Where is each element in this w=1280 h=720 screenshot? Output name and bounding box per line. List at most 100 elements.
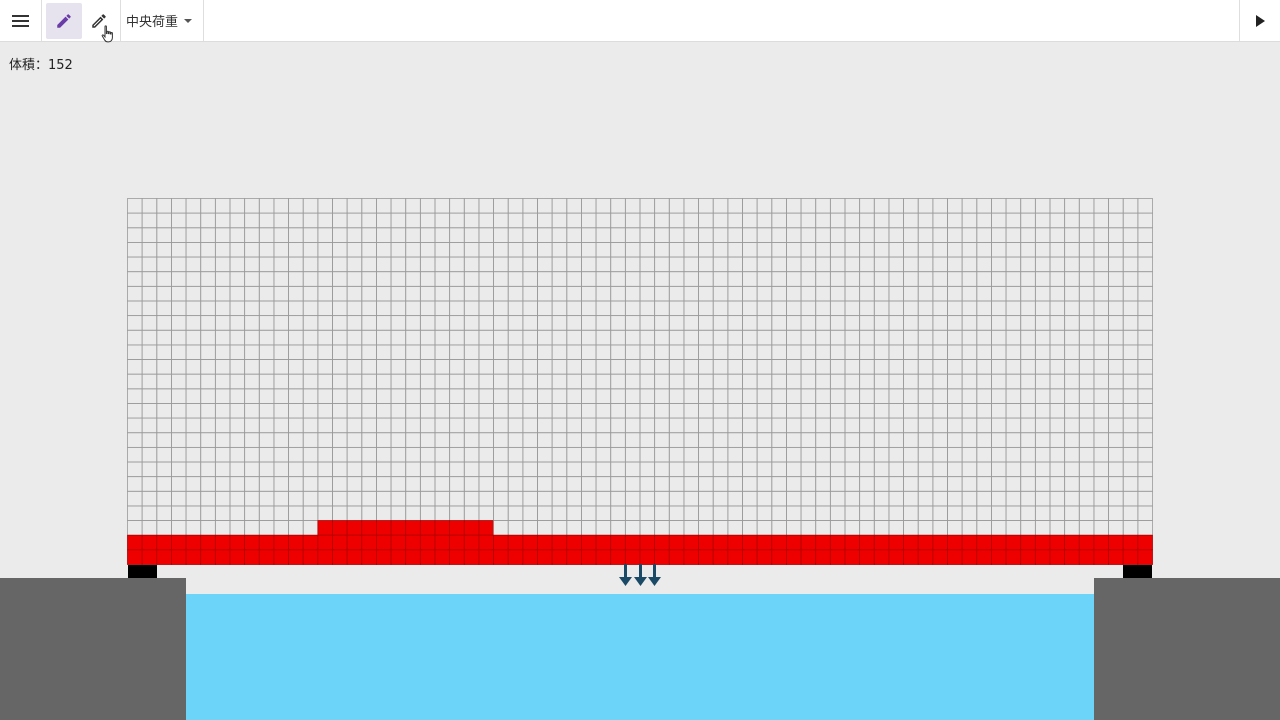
grid-cell[interactable]	[127, 373, 143, 390]
grid-cell[interactable]	[551, 198, 568, 214]
grid-cell[interactable]	[917, 329, 934, 346]
grid-cell[interactable]	[698, 461, 714, 478]
grid-cell[interactable]	[903, 329, 919, 346]
filled-cell[interactable]	[273, 549, 289, 565]
grid-cell[interactable]	[478, 388, 494, 404]
grid-cell[interactable]	[171, 388, 187, 404]
grid-cell[interactable]	[595, 212, 612, 229]
grid-cell[interactable]	[522, 329, 538, 346]
grid-cell[interactable]	[258, 285, 275, 302]
filled-cell[interactable]	[214, 549, 231, 565]
grid-cell[interactable]	[566, 505, 582, 521]
grid-cell[interactable]	[844, 227, 861, 243]
grid-cell[interactable]	[566, 285, 582, 302]
grid-cell[interactable]	[288, 490, 304, 507]
grid-cell[interactable]	[361, 446, 377, 463]
grid-cell[interactable]	[346, 256, 363, 273]
grid-cell[interactable]	[200, 242, 216, 258]
filled-cell[interactable]	[1137, 549, 1153, 565]
grid-cell[interactable]	[537, 476, 553, 492]
grid-cell[interactable]	[566, 242, 582, 258]
grid-cell[interactable]	[961, 505, 978, 521]
grid-cell[interactable]	[873, 242, 890, 258]
grid-cell[interactable]	[273, 388, 289, 404]
grid-cell[interactable]	[463, 227, 480, 243]
grid-cell[interactable]	[742, 227, 758, 243]
grid-cell[interactable]	[903, 198, 919, 214]
grid-cell[interactable]	[141, 329, 158, 346]
filled-cell[interactable]	[317, 520, 333, 536]
grid-cell[interactable]	[581, 359, 597, 375]
grid-cell[interactable]	[844, 417, 861, 434]
grid-cell[interactable]	[1064, 271, 1080, 287]
grid-cell[interactable]	[917, 285, 934, 302]
grid-cell[interactable]	[185, 417, 202, 434]
grid-cell[interactable]	[639, 388, 656, 404]
grid-cell[interactable]	[156, 403, 172, 419]
grid-cell[interactable]	[1064, 417, 1080, 434]
grid-cell[interactable]	[244, 417, 260, 434]
grid-cell[interactable]	[273, 403, 289, 419]
grid-cell[interactable]	[1108, 417, 1124, 434]
grid-cell[interactable]	[258, 300, 275, 317]
grid-cell[interactable]	[1078, 198, 1095, 214]
grid-cell[interactable]	[171, 359, 187, 375]
grid-cell[interactable]	[829, 432, 846, 448]
grid-cell[interactable]	[185, 505, 202, 521]
grid-cell[interactable]	[317, 432, 333, 448]
grid-cell[interactable]	[1078, 359, 1095, 375]
grid-cell[interactable]	[976, 315, 992, 331]
grid-cell[interactable]	[668, 490, 685, 507]
grid-cell[interactable]	[551, 256, 568, 273]
grid-cell[interactable]	[829, 461, 846, 478]
grid-cell[interactable]	[844, 359, 861, 375]
grid-cell[interactable]	[419, 227, 436, 243]
filled-cell[interactable]	[449, 534, 465, 551]
grid-cell[interactable]	[932, 403, 948, 419]
grid-cell[interactable]	[1049, 403, 1066, 419]
grid-cell[interactable]	[991, 373, 1007, 390]
grid-cell[interactable]	[961, 329, 978, 346]
grid-cell[interactable]	[961, 212, 978, 229]
grid-cell[interactable]	[551, 461, 568, 478]
grid-cell[interactable]	[888, 432, 904, 448]
grid-cell[interactable]	[668, 432, 685, 448]
grid-cell[interactable]	[756, 388, 773, 404]
grid-cell[interactable]	[537, 432, 553, 448]
filled-cell[interactable]	[390, 520, 407, 536]
grid-cell[interactable]	[332, 432, 348, 448]
grid-cell[interactable]	[1020, 242, 1036, 258]
grid-cell[interactable]	[639, 227, 656, 243]
grid-cell[interactable]	[317, 198, 333, 214]
grid-cell[interactable]	[346, 490, 363, 507]
grid-cell[interactable]	[698, 227, 714, 243]
grid-cell[interactable]	[698, 417, 714, 434]
grid-cell[interactable]	[1122, 461, 1139, 478]
grid-cell[interactable]	[566, 461, 582, 478]
grid-cell[interactable]	[961, 417, 978, 434]
grid-cell[interactable]	[551, 329, 568, 346]
grid-cell[interactable]	[610, 198, 626, 214]
grid-cell[interactable]	[639, 373, 656, 390]
grid-cell[interactable]	[405, 505, 421, 521]
grid-cell[interactable]	[668, 461, 685, 478]
filled-cell[interactable]	[859, 534, 875, 551]
grid-cell[interactable]	[932, 432, 948, 448]
filled-cell[interactable]	[478, 534, 494, 551]
grid-cell[interactable]	[332, 344, 348, 360]
grid-cell[interactable]	[361, 490, 377, 507]
grid-cell[interactable]	[932, 285, 948, 302]
grid-cell[interactable]	[493, 520, 509, 536]
filled-cell[interactable]	[200, 549, 216, 565]
grid-cell[interactable]	[258, 461, 275, 478]
grid-cell[interactable]	[756, 344, 773, 360]
grid-cell[interactable]	[288, 520, 304, 536]
grid-cell[interactable]	[668, 315, 685, 331]
grid-cell[interactable]	[829, 242, 846, 258]
grid-cell[interactable]	[566, 300, 582, 317]
grid-cell[interactable]	[463, 315, 480, 331]
grid-cell[interactable]	[171, 315, 187, 331]
grid-cell[interactable]	[654, 461, 670, 478]
filled-cell[interactable]	[991, 549, 1007, 565]
grid-cell[interactable]	[1020, 417, 1036, 434]
